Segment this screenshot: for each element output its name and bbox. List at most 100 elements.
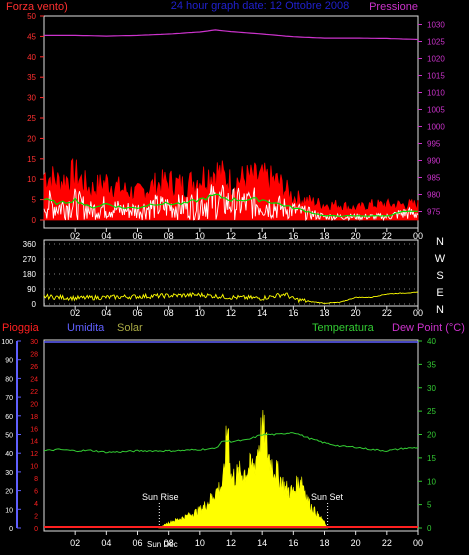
rain-axis-tick-label: 18 bbox=[30, 414, 38, 421]
direction-axis-tick-label: 270 bbox=[23, 255, 37, 264]
pressure-axis-tick-label: 995 bbox=[427, 140, 441, 149]
wind-x-axis-tick-label: 06 bbox=[132, 231, 142, 241]
direction-axis-tick-label: 360 bbox=[23, 240, 37, 249]
sun-set-label: Sun Set bbox=[311, 492, 344, 502]
wind-axis-tick-label: 5 bbox=[32, 196, 37, 205]
pressure-axis-tick-label: 975 bbox=[427, 208, 441, 217]
bottom-x-axis-tick-label: 06 bbox=[132, 538, 142, 548]
wind-axis-tick-label: 15 bbox=[27, 155, 36, 164]
wind-x-axis-tick-label: 02 bbox=[70, 231, 80, 241]
compass-letter: N bbox=[436, 304, 444, 316]
direction-axis-tick-label: 180 bbox=[23, 270, 37, 279]
temperature-axis-tick-label: 35 bbox=[427, 360, 436, 369]
rain-axis-tick-label: 4 bbox=[34, 501, 38, 508]
wind-x-axis-tick-label: 14 bbox=[257, 231, 267, 241]
temperature-series bbox=[43, 432, 419, 454]
bottom-x-axis-tick-label: 02 bbox=[70, 538, 80, 548]
bottom-x-axis-tick-label: 22 bbox=[382, 538, 392, 548]
temperature-axis-tick-label: 0 bbox=[427, 524, 432, 533]
wind-x-axis-tick-label: 22 bbox=[382, 231, 392, 241]
compass-letter: S bbox=[436, 270, 443, 282]
humidity-axis-tick-label: 90 bbox=[5, 358, 13, 365]
direction-x-axis-tick-label: 18 bbox=[319, 308, 329, 318]
humidity-axis-tick-label: 50 bbox=[5, 433, 13, 440]
direction-x-axis-tick-label: 00 bbox=[413, 308, 423, 318]
solar-series bbox=[158, 409, 329, 529]
wind-average-series bbox=[43, 193, 419, 217]
wind-x-axis-tick-label: 16 bbox=[288, 231, 298, 241]
humidity-axis-tick-label: 70 bbox=[5, 395, 13, 402]
rain-axis-tick-label: 6 bbox=[34, 489, 38, 496]
direction-x-axis-tick-label: 08 bbox=[164, 308, 174, 318]
wind-axis-tick-label: 50 bbox=[27, 12, 36, 21]
wind-speed-series bbox=[43, 184, 419, 222]
wind-axis-tick-label: 25 bbox=[27, 114, 36, 123]
temperature-axis-tick-label: 30 bbox=[427, 384, 436, 393]
chart-marks: 0510152025303540455097598098599099510001… bbox=[1, 12, 445, 548]
humidity-axis-tick-label: 60 bbox=[5, 414, 13, 421]
wind-x-axis-tick-label: 10 bbox=[195, 231, 205, 241]
temperature-axis-tick-label: 20 bbox=[427, 431, 436, 440]
wind-axis-tick-label: 20 bbox=[27, 134, 36, 143]
humidity-axis-tick-label: 30 bbox=[5, 470, 13, 477]
pressure-axis-tick-label: 990 bbox=[427, 157, 441, 166]
temperature-label: Temperatura bbox=[312, 322, 375, 334]
humidity-axis-tick-label: 100 bbox=[1, 339, 13, 346]
chart-title: 24 hour graph date: 12 Ottobre 2008 bbox=[171, 0, 350, 12]
bottom-x-axis-tick-label: 04 bbox=[101, 538, 111, 548]
direction-x-axis-tick-label: 12 bbox=[226, 308, 236, 318]
sun-rise-label: Sun Rise bbox=[142, 492, 179, 502]
humidity-axis-tick-label: 10 bbox=[5, 507, 13, 514]
pressure-axis-tick-label: 1030 bbox=[427, 21, 445, 30]
direction-x-axis-tick-label: 04 bbox=[101, 308, 111, 318]
pressure-label: Pressione bbox=[369, 1, 418, 13]
bottom-x-axis-tick-label: 08 bbox=[164, 538, 174, 548]
rain-axis-tick-label: 0 bbox=[34, 526, 38, 533]
pressure-axis-tick-label: 1000 bbox=[427, 123, 445, 132]
humidity-axis-tick-label: 80 bbox=[5, 376, 13, 383]
rain-axis-tick-label: 12 bbox=[30, 451, 38, 458]
wind-axis-tick-label: 30 bbox=[27, 94, 36, 103]
humidity-axis-tick-label: 40 bbox=[5, 451, 13, 458]
humidity-label: Umidita bbox=[67, 322, 105, 334]
wind-axis-tick-label: 0 bbox=[32, 216, 37, 225]
direction-x-axis-tick-label: 16 bbox=[288, 308, 298, 318]
rain-axis-tick-label: 30 bbox=[30, 339, 38, 346]
pressure-axis-tick-label: 1025 bbox=[427, 38, 445, 47]
temperature-axis-tick-label: 5 bbox=[427, 501, 432, 510]
bottom-x-axis-tick-label: 20 bbox=[351, 538, 361, 548]
rain-axis-tick-label: 28 bbox=[30, 351, 38, 358]
rain-axis-tick-label: 22 bbox=[30, 389, 38, 396]
compass-letter: N bbox=[436, 236, 444, 248]
solar-label: Solar bbox=[117, 322, 143, 334]
pressure-axis-tick-label: 1020 bbox=[427, 55, 445, 64]
rain-axis-tick-label: 14 bbox=[30, 439, 38, 446]
bottom-x-axis-tick-label: 00 bbox=[413, 538, 423, 548]
rain-axis-tick-label: 8 bbox=[34, 476, 38, 483]
pressure-axis-tick-label: 1010 bbox=[427, 89, 445, 98]
wind-axis-tick-label: 40 bbox=[27, 53, 36, 62]
bottom-x-axis-tick-label: 12 bbox=[226, 538, 236, 548]
compass-letter: W bbox=[435, 253, 446, 265]
temperature-axis-tick-label: 25 bbox=[427, 407, 436, 416]
direction-panel-frame bbox=[43, 239, 419, 307]
sun-dec-label: Sun Dec bbox=[147, 540, 178, 549]
wind-x-axis-tick-label: 08 bbox=[164, 231, 174, 241]
temperature-axis-tick-label: 10 bbox=[427, 477, 436, 486]
rain-axis-tick-label: 20 bbox=[30, 401, 38, 408]
direction-axis-tick-label: 90 bbox=[27, 285, 36, 294]
dewpoint-label: Dew Point (°C) bbox=[392, 322, 465, 334]
pressure-axis-tick-label: 1015 bbox=[427, 72, 445, 81]
wind-x-axis-tick-label: 00 bbox=[413, 231, 423, 241]
compass-letter: E bbox=[436, 287, 443, 299]
bottom-x-axis-tick-label: 10 bbox=[195, 538, 205, 548]
temperature-axis-tick-label: 40 bbox=[427, 337, 436, 346]
wind-speed-label: Forza vento) bbox=[6, 1, 68, 13]
wind-x-axis-tick-label: 04 bbox=[101, 231, 111, 241]
rain-axis-tick-label: 2 bbox=[34, 514, 38, 521]
direction-x-axis-tick-label: 10 bbox=[195, 308, 205, 318]
direction-x-axis-tick-label: 22 bbox=[382, 308, 392, 318]
bottom-x-axis-tick-label: 18 bbox=[319, 538, 329, 548]
rain-axis-tick-label: 24 bbox=[30, 376, 38, 383]
